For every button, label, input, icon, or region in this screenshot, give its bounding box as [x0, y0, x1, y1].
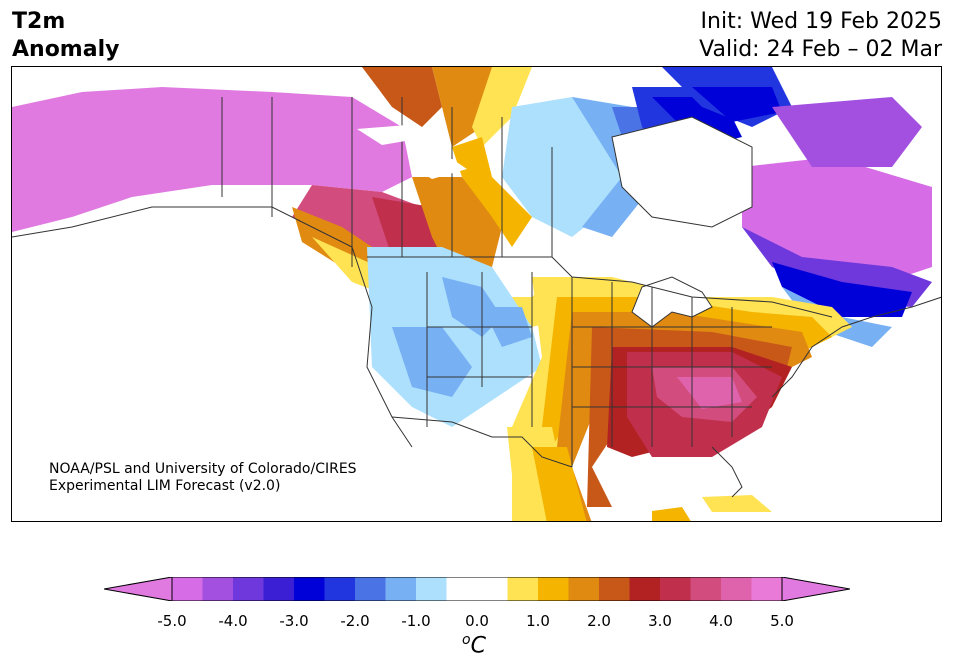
- region-caribbean-gold: [652, 507, 691, 521]
- anomaly-map: [11, 66, 942, 522]
- region-prairie-orange: [412, 177, 502, 277]
- colorbar-tick-label: 5.0: [770, 612, 794, 630]
- colorbar-frame: [171, 577, 783, 601]
- colorbar-bin: [263, 577, 295, 601]
- region-labrador-deep: [772, 262, 912, 317]
- region-north-yellow: [472, 67, 532, 147]
- region-prairie-gold: [452, 137, 532, 247]
- colorbar-ticks: -5.0 -4.0 -3.0 -2.0 -1.0 0.0 1.0 2.0 3.0 4.0 5.0: [0, 612, 954, 632]
- colorbar-bin: [568, 577, 600, 601]
- colorbar-bin: [660, 577, 691, 601]
- hudson-bay: [611, 116, 753, 228]
- boundaries: [12, 97, 941, 498]
- us-mexico-border: [391, 416, 573, 468]
- colorbar-bin: [294, 577, 325, 601]
- state-lines-east: [571, 277, 772, 467]
- colorbar-bin: [324, 577, 356, 601]
- colorbar-tick-label: -5.0: [157, 612, 187, 630]
- region-cuba: [702, 495, 772, 512]
- colorbar-extend-low: [104, 577, 173, 601]
- lake-athabasca: [357, 125, 417, 145]
- valid-date: Valid: 24 Feb – 02 Mar: [699, 37, 942, 62]
- colorbar-bin: [721, 577, 752, 601]
- unit-label: C: [470, 633, 486, 659]
- region-us-east-pink: [677, 377, 742, 409]
- colorbar-tick-label: -1.0: [401, 612, 431, 630]
- coastline-west: [12, 206, 413, 448]
- credit-line-1: NOAA/PSL and University of Colorado/CIRE…: [49, 461, 357, 477]
- colorbar-tick-label: 3.0: [648, 612, 672, 630]
- colorbar-bin: [202, 577, 234, 601]
- colorbar-bin: [538, 577, 569, 601]
- colorbar-bin: [629, 577, 661, 601]
- credit-line-2: Experimental LIM Forecast (v2.0): [49, 478, 281, 494]
- great-slave-lake: [412, 159, 467, 179]
- colorbar-tick-label: -2.0: [340, 612, 370, 630]
- forecast-dates: Init: Wed 19 Feb 2025 Valid: 24 Feb – 02…: [699, 8, 942, 64]
- colorbar-extend-high: [781, 577, 850, 601]
- map-title: T2m Anomaly: [12, 8, 119, 64]
- region-baffin-darkest: [692, 87, 782, 122]
- region-alaska-warm: [12, 87, 412, 232]
- colorbar: [104, 577, 850, 601]
- canada-provinces: [271, 97, 553, 267]
- colorbar-tick-label: 2.0: [587, 612, 611, 630]
- colorbar-tick-label: -3.0: [279, 612, 309, 630]
- state-lines-west: [426, 272, 533, 427]
- region-greenland-purple: [772, 97, 922, 167]
- colorbar-bin: [355, 577, 386, 601]
- colorbar-bin: [599, 577, 630, 601]
- credit-text: NOAA/PSL and University of Colorado/CIRE…: [49, 461, 357, 495]
- region-us-west-blue2: [442, 277, 502, 337]
- colorbar-bin: [477, 577, 508, 601]
- colorbar-bin: [751, 577, 783, 601]
- title-line-1: T2m: [12, 9, 66, 34]
- colorbar-bin: [507, 577, 539, 601]
- init-date: Init: Wed 19 Feb 2025: [700, 9, 942, 34]
- colorbar-bin: [233, 577, 264, 601]
- colorbar-tick-label: -4.0: [218, 612, 248, 630]
- region-quebec-violet: [742, 227, 932, 307]
- colorbar-unit: oC: [462, 632, 486, 659]
- florida: [711, 446, 743, 498]
- title-line-2: Anomaly: [12, 37, 120, 62]
- region-mexico-gold: [532, 447, 587, 521]
- coastline-east: [771, 296, 941, 398]
- colorbar-bin: [690, 577, 722, 601]
- region-us-west-blue1: [392, 327, 472, 397]
- colorbar-bin: [385, 577, 417, 601]
- colorbar-tick-label: 4.0: [709, 612, 733, 630]
- colorbar-bin: [172, 577, 203, 601]
- map-canvas: [12, 67, 941, 521]
- colorbar-bin: [446, 577, 478, 601]
- colorbar-tick-label: 0.0: [465, 612, 489, 630]
- colorbar-bin: [416, 577, 447, 601]
- colorbar-tick-label: 1.0: [526, 612, 550, 630]
